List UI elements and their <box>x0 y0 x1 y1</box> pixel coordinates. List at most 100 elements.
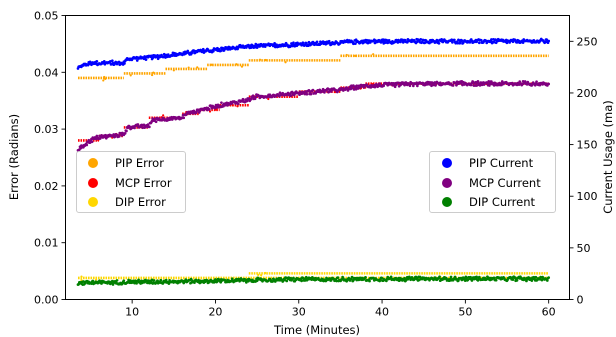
current-point <box>547 276 551 279</box>
y2-tick-label: 250 <box>577 35 598 48</box>
current-point <box>289 94 293 98</box>
current-point <box>292 276 295 280</box>
y2-tick-label: 100 <box>577 190 598 203</box>
current-point <box>358 86 362 89</box>
current-point <box>545 38 549 41</box>
current-point <box>255 46 259 49</box>
current-point <box>154 120 158 124</box>
current-point <box>539 275 542 279</box>
legend-label-pip-current: PIP Current <box>469 156 534 170</box>
y2-tick-label: 200 <box>577 87 598 100</box>
current-point <box>475 275 478 279</box>
current-point <box>430 84 433 88</box>
current-point <box>422 38 425 42</box>
error-point <box>284 61 287 64</box>
current-point <box>303 279 307 282</box>
current-point <box>278 91 282 95</box>
current-point <box>354 42 357 46</box>
current-point <box>90 140 94 144</box>
current-point <box>494 278 498 282</box>
current-point <box>404 81 408 84</box>
x-tick-label: 40 <box>375 306 389 319</box>
error-point <box>187 66 190 69</box>
current-point <box>368 279 371 283</box>
current-point <box>476 80 480 83</box>
error-point <box>236 105 239 108</box>
error-point <box>172 69 175 72</box>
current-point <box>161 282 165 285</box>
current-point <box>477 41 481 45</box>
current-point <box>141 126 144 130</box>
current-point <box>164 278 168 282</box>
legend-current: PIP Current MCP Current DIP Current <box>429 151 556 213</box>
error-point <box>103 75 106 79</box>
current-point <box>315 40 319 44</box>
error-point <box>102 79 105 82</box>
current-point <box>336 276 340 279</box>
current-point <box>453 38 456 42</box>
current-point <box>490 80 493 83</box>
legend-marker-mcp-error <box>88 178 98 188</box>
current-point <box>428 41 431 45</box>
current-point <box>324 279 328 283</box>
y2-axis-label: Current Usage (ma) <box>601 100 615 214</box>
error-point <box>235 63 238 66</box>
current-point <box>453 275 457 279</box>
error-point <box>196 66 199 69</box>
series-pip-error <box>77 53 549 82</box>
legend-label-mcp-current: MCP Current <box>469 176 541 190</box>
current-point <box>492 276 496 280</box>
current-point <box>85 143 89 147</box>
legend-marker-mcp-current <box>442 178 452 188</box>
current-point <box>530 279 534 282</box>
current-point <box>534 275 538 279</box>
current-point <box>380 276 384 280</box>
current-point <box>393 85 397 89</box>
y2-tick-label: 50 <box>577 242 591 255</box>
current-point <box>437 41 441 45</box>
error-point <box>240 65 244 68</box>
current-point <box>323 91 326 94</box>
legend-marker-pip-error <box>88 158 98 168</box>
legend-label-dip-current: DIP Current <box>469 195 536 209</box>
y-tick-label: 0.00 <box>34 294 59 307</box>
current-point <box>309 92 313 96</box>
current-point <box>326 87 330 90</box>
error-point <box>80 278 83 282</box>
current-point <box>411 84 415 88</box>
current-point <box>159 278 163 282</box>
legend-label-dip-error: DIP Error <box>115 195 166 209</box>
current-point <box>91 279 95 283</box>
legend-marker-pip-current <box>442 158 452 168</box>
legend-error-box <box>76 151 186 213</box>
current-point <box>451 84 455 87</box>
current-point <box>236 102 240 106</box>
current-point <box>123 62 126 65</box>
current-point <box>515 279 519 282</box>
current-point <box>350 275 354 279</box>
axis-ticks: 10 20 30 40 50 60 0.00 0.01 0.02 0.03 0.04 0.05 0 50 1… <box>34 10 598 319</box>
current-point <box>518 80 522 83</box>
current-point <box>255 279 259 283</box>
error-point <box>345 53 348 57</box>
current-point <box>122 279 126 283</box>
current-point <box>460 39 464 42</box>
y-tick-label: 0.03 <box>34 123 59 136</box>
current-point <box>545 279 549 282</box>
current-point <box>305 92 309 96</box>
y-tick-label: 0.02 <box>34 180 59 193</box>
error-point <box>151 73 154 77</box>
current-point <box>249 97 253 101</box>
current-point <box>500 83 503 87</box>
current-point <box>301 41 305 45</box>
series-pip-current <box>76 37 551 70</box>
current-point <box>350 86 354 90</box>
current-point <box>389 275 393 279</box>
current-point <box>113 135 117 138</box>
x-axis-label: Time (Minutes) <box>273 323 360 337</box>
current-point <box>456 41 460 45</box>
current-point <box>156 54 159 57</box>
current-point <box>241 97 245 101</box>
current-point <box>449 275 453 279</box>
